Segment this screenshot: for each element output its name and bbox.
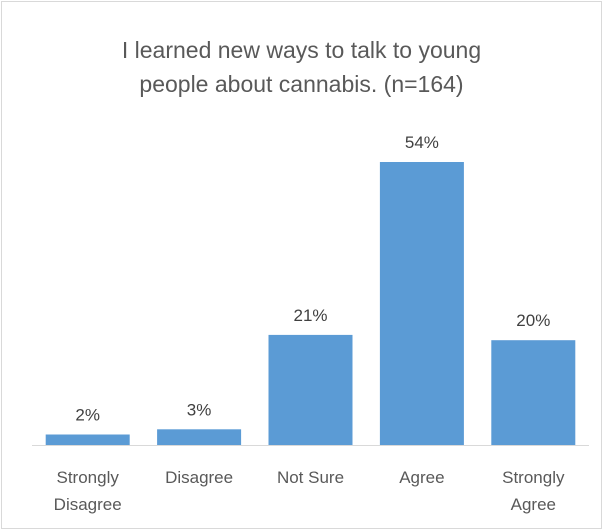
bar-2 <box>268 334 353 445</box>
chart-title-line-1: I learned new ways to talk to young <box>121 37 482 63</box>
bars-group <box>45 162 576 445</box>
data-label-3: 54% <box>405 133 439 152</box>
category-label-1-line-0: Disagree <box>165 468 233 487</box>
data-labels-group: 2% 3% 21% 54% 20% <box>75 133 550 425</box>
category-label-0-line-0: Strongly <box>57 468 120 487</box>
data-label-0: 2% <box>75 406 100 425</box>
category-label-3-line-0: Agree <box>399 468 444 487</box>
data-label-4: 20% <box>516 311 550 330</box>
bar-1 <box>157 429 242 445</box>
data-label-1: 3% <box>187 400 212 419</box>
category-label-0-line-1: Disagree <box>54 495 122 514</box>
category-label-4-line-1: Agree <box>511 495 556 514</box>
category-labels-group: Strongly Disagree Disagree Not Sure Agree Str… <box>54 468 565 514</box>
chart-title: I learned new ways to talk to young peop… <box>0 33 603 101</box>
bar-3 <box>379 162 464 445</box>
bar-4 <box>491 340 576 445</box>
category-label-4-line-0: Strongly <box>502 468 565 487</box>
data-label-2: 21% <box>293 306 327 325</box>
chart-title-line-2: people about cannabis. (n=164) <box>139 71 464 97</box>
category-label-2-line-0: Not Sure <box>277 468 344 487</box>
bar-0 <box>45 434 130 445</box>
